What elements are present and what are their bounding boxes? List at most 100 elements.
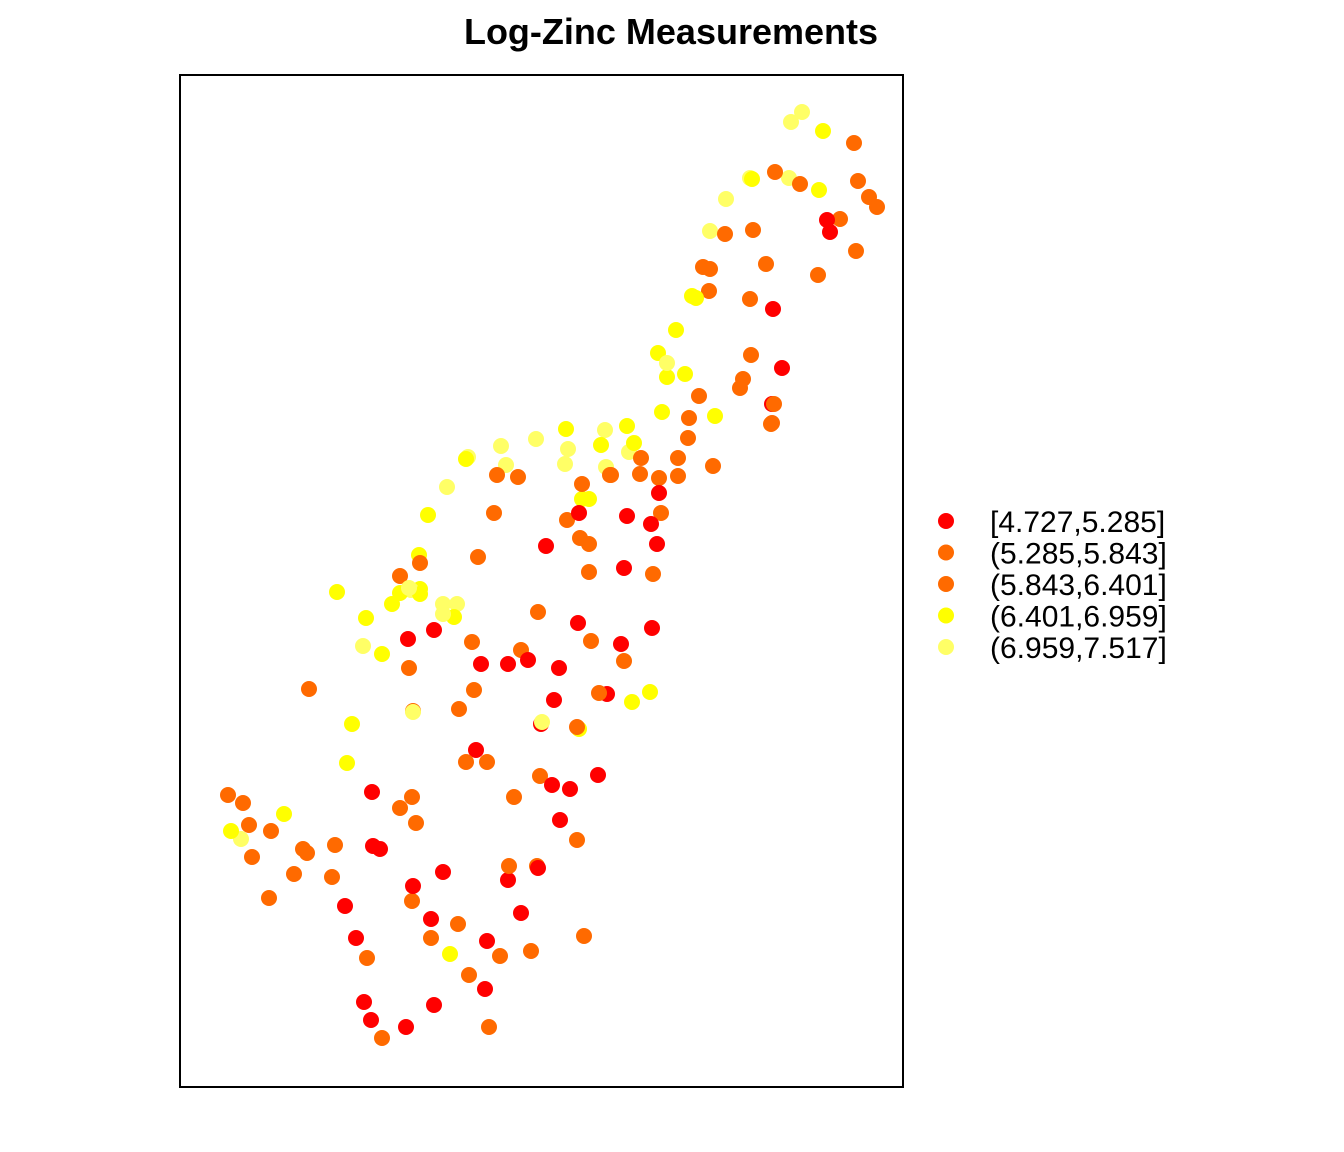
plot-frame	[179, 74, 904, 1088]
data-point	[552, 812, 568, 828]
data-point	[532, 768, 548, 784]
data-point	[691, 388, 707, 404]
data-point	[392, 568, 408, 584]
data-point	[569, 832, 585, 848]
data-point	[593, 437, 609, 453]
data-point	[649, 536, 665, 552]
data-point	[439, 479, 455, 495]
legend: [4.727,5.285](5.285,5.843](5.843,6.401](…	[938, 506, 1167, 665]
data-point	[327, 837, 343, 853]
data-point	[603, 467, 619, 483]
data-point	[570, 615, 586, 631]
data-point	[530, 860, 546, 876]
data-point	[869, 199, 885, 215]
data-point	[339, 755, 355, 771]
data-point	[815, 123, 831, 139]
legend-label: [4.727,5.285]	[990, 506, 1165, 539]
data-point	[633, 450, 649, 466]
data-point	[642, 684, 658, 700]
data-point	[670, 468, 686, 484]
data-point	[492, 948, 508, 964]
legend-marker	[938, 544, 954, 561]
data-point	[276, 806, 292, 822]
data-point	[235, 795, 251, 811]
data-point	[559, 512, 575, 528]
data-point	[819, 212, 835, 228]
data-point	[677, 366, 693, 382]
data-point	[365, 838, 381, 854]
data-point	[626, 435, 642, 451]
data-point	[701, 283, 717, 299]
data-point	[613, 636, 629, 652]
data-point	[500, 656, 516, 672]
chart-title: Log-Zinc Measurements	[464, 11, 878, 52]
data-point	[659, 355, 675, 371]
data-point	[810, 267, 826, 283]
data-point	[832, 211, 848, 227]
data-point	[473, 656, 489, 672]
data-point	[702, 223, 718, 239]
data-point	[301, 681, 317, 697]
data-point	[408, 815, 424, 831]
data-point	[358, 610, 374, 626]
data-point	[261, 890, 277, 906]
data-point	[401, 580, 417, 596]
data-point	[420, 507, 436, 523]
data-point	[534, 714, 550, 730]
data-point	[597, 422, 613, 438]
data-point	[398, 1019, 414, 1035]
data-point	[558, 421, 574, 437]
data-point	[571, 505, 587, 521]
data-point	[680, 430, 696, 446]
legend-marker	[938, 576, 954, 592]
data-point	[506, 789, 522, 805]
legend-marker	[938, 639, 954, 655]
data-point	[653, 505, 669, 521]
data-point	[324, 869, 340, 885]
data-point	[688, 290, 704, 306]
data-point	[426, 997, 442, 1013]
data-point	[486, 505, 502, 521]
data-point	[544, 777, 560, 793]
data-point	[538, 538, 554, 554]
data-point	[449, 596, 465, 612]
data-point	[356, 994, 372, 1010]
data-point	[364, 784, 380, 800]
data-point	[668, 322, 684, 338]
data-point	[576, 928, 592, 944]
data-point	[766, 396, 782, 412]
data-point	[400, 631, 416, 647]
data-point	[384, 596, 400, 612]
data-point	[707, 408, 723, 424]
legend-label: (5.285,5.843]	[990, 538, 1167, 571]
data-point	[644, 620, 660, 636]
data-point	[591, 685, 607, 701]
data-point	[329, 584, 345, 600]
data-point	[479, 754, 495, 770]
data-point	[574, 491, 590, 507]
data-point	[355, 638, 371, 654]
data-point	[632, 466, 648, 482]
data-point	[767, 164, 783, 180]
data-point	[758, 256, 774, 272]
data-point	[423, 930, 439, 946]
data-point	[481, 1019, 497, 1035]
data-point	[337, 898, 353, 914]
data-point	[451, 701, 467, 717]
data-point	[263, 823, 279, 839]
data-point	[450, 916, 466, 932]
data-point	[510, 469, 526, 485]
data-point	[643, 516, 659, 532]
data-point	[557, 456, 573, 472]
data-point	[846, 135, 862, 151]
data-point	[528, 431, 544, 447]
data-point	[718, 191, 734, 207]
data-point	[458, 451, 474, 467]
data-point	[405, 878, 421, 894]
data-point	[735, 371, 751, 387]
data-point	[344, 716, 360, 732]
data-point	[774, 360, 790, 376]
data-point	[479, 933, 495, 949]
data-point	[489, 467, 505, 483]
